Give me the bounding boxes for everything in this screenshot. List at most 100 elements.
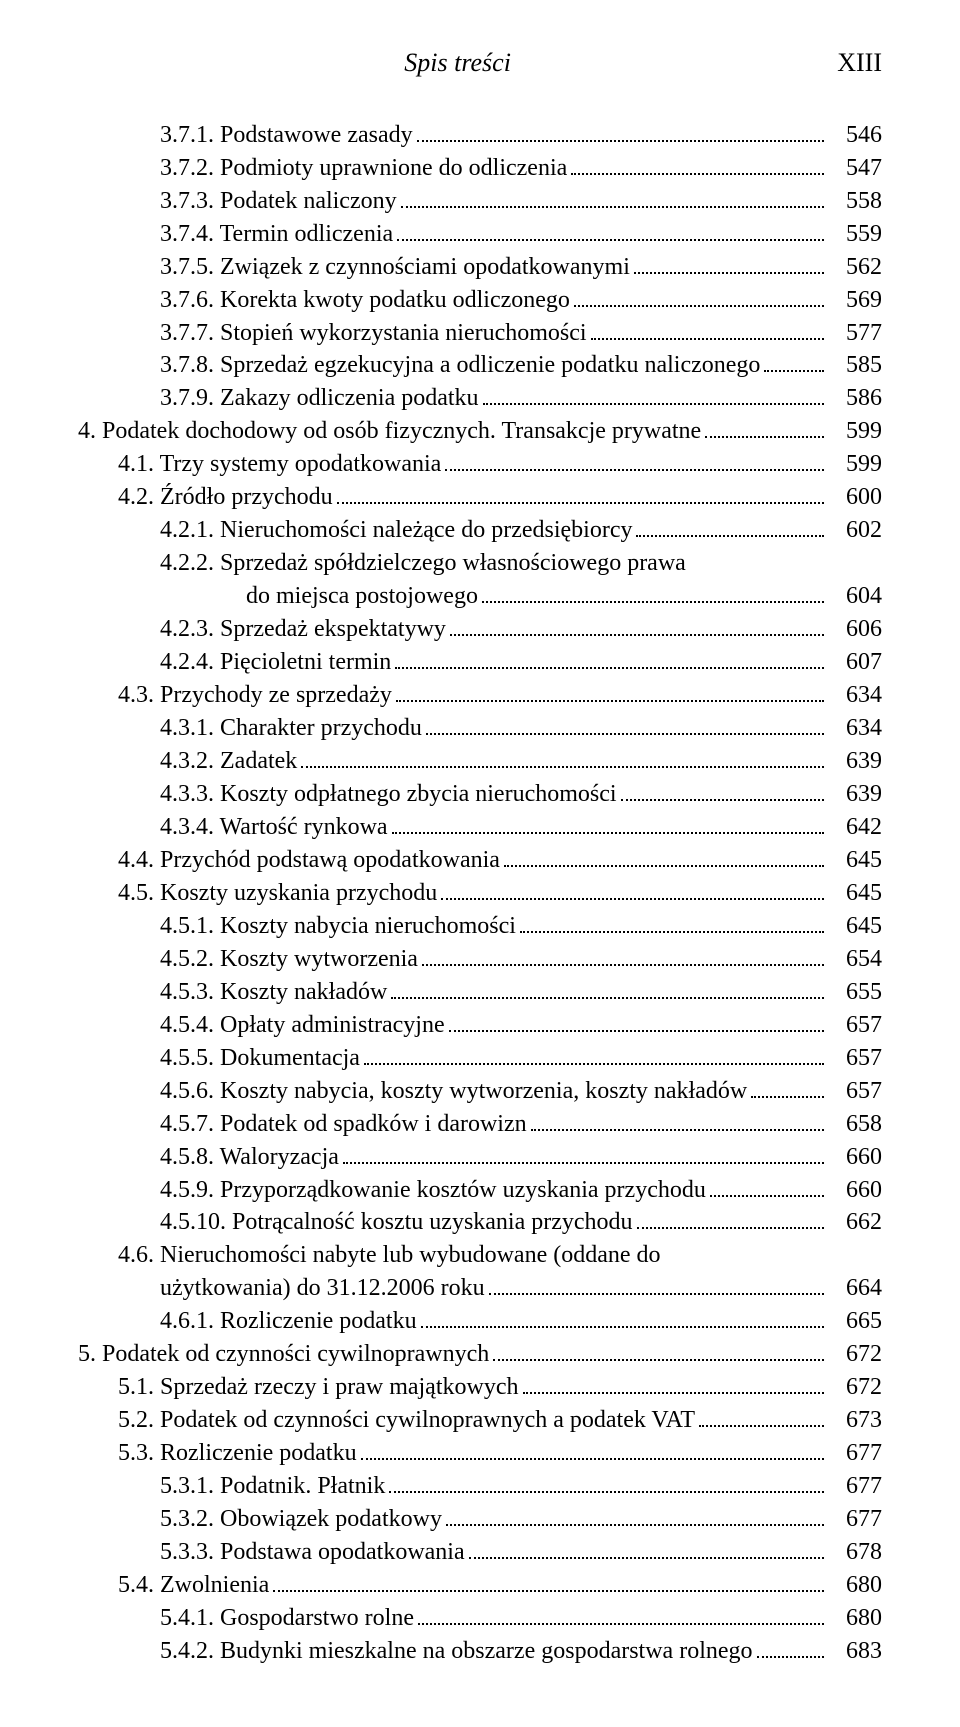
- toc-page: 683: [828, 1635, 882, 1667]
- toc-entry: 4.4. Przychód podstawą opodatkowania 645: [78, 843, 882, 876]
- toc-page: 607: [828, 646, 882, 678]
- toc-page: 660: [828, 1141, 882, 1173]
- toc-label: 5.3.2. Obowiązek podatkowy: [160, 1503, 442, 1535]
- dot-leader: [489, 1271, 824, 1295]
- dot-leader: [422, 942, 824, 966]
- dot-leader: [449, 1008, 824, 1032]
- toc-label: 4.6. Nieruchomości nabyte lub wybudowane…: [118, 1239, 661, 1271]
- toc-label: 3.7.9. Zakazy odliczenia podatku: [160, 382, 479, 414]
- toc-label: 4.2.4. Pięcioletni termin: [160, 646, 391, 678]
- toc-entry: 4.5.1. Koszty nabycia nieruchomości645: [78, 909, 882, 942]
- toc-label: 3.7.5. Związek z czynnościami opodatkowa…: [160, 251, 630, 283]
- toc-page: 672: [828, 1371, 882, 1403]
- toc-label: 4.5.6. Koszty nabycia, koszty wytworzeni…: [160, 1075, 747, 1107]
- toc-page: 634: [828, 679, 882, 711]
- toc-page: 673: [828, 1404, 882, 1436]
- toc-entry: 4.3.3. Koszty odpłatnego zbycia nierucho…: [78, 777, 882, 810]
- toc-page: 604: [828, 580, 882, 612]
- dot-leader: [421, 1304, 824, 1328]
- header-title: Spis treści: [78, 48, 837, 78]
- toc-page: 634: [828, 712, 882, 744]
- toc-page: 677: [828, 1503, 882, 1535]
- toc-label: 4. Podatek dochodowy od osób fizycznych.…: [78, 415, 701, 447]
- toc-entry: 5.2. Podatek od czynności cywilnoprawnyc…: [78, 1403, 882, 1436]
- toc-label: 4.6.1. Rozliczenie podatku: [160, 1305, 417, 1337]
- toc-entry: 4.2.1. Nieruchomości należące do przedsi…: [78, 514, 882, 547]
- dot-leader: [401, 184, 824, 208]
- toc-label: 5. Podatek od czynności cywilnoprawnych: [78, 1338, 489, 1370]
- toc-page: 599: [828, 415, 882, 447]
- toc-page: 577: [828, 317, 882, 349]
- dot-leader: [699, 1403, 824, 1427]
- dot-leader: [591, 316, 824, 340]
- table-of-contents: 3.7.1. Podstawowe zasady5463.7.2. Podmio…: [78, 118, 882, 1667]
- toc-label: 5.1. Sprzedaż rzeczy i praw majątkowych: [118, 1371, 519, 1403]
- toc-page: 678: [828, 1536, 882, 1568]
- dot-leader: [504, 843, 824, 867]
- toc-label: do miejsca postojowego: [246, 580, 478, 612]
- dot-leader: [450, 612, 824, 636]
- dot-leader: [751, 1074, 824, 1098]
- toc-page: 585: [828, 349, 882, 381]
- dot-leader: [636, 514, 824, 538]
- toc-entry: 5.4.1. Gospodarstwo rolne680: [78, 1601, 882, 1634]
- toc-label: 4.5.2. Koszty wytworzenia: [160, 943, 418, 975]
- toc-label: 5.3.3. Podstawa opodatkowania: [160, 1536, 465, 1568]
- toc-page: 660: [828, 1174, 882, 1206]
- dot-leader: [389, 1469, 824, 1493]
- dot-leader: [710, 1173, 824, 1197]
- toc-label: 3.7.7. Stopień wykorzystania nieruchomoś…: [160, 317, 587, 349]
- toc-entry: 3.7.5. Związek z czynnościami opodatkowa…: [78, 250, 882, 283]
- toc-label: 4.3.1. Charakter przychodu: [160, 712, 422, 744]
- toc-label: 4.5.7. Podatek od spadków i darowizn: [160, 1108, 527, 1140]
- toc-entry: 3.7.3. Podatek naliczony558: [78, 184, 882, 217]
- toc-page: 599: [828, 448, 882, 480]
- toc-entry: 5.3.2. Obowiązek podatkowy 677: [78, 1502, 882, 1535]
- toc-label: 4.5.3. Koszty nakładów: [160, 976, 387, 1008]
- dot-leader: [520, 909, 824, 933]
- dot-leader: [764, 349, 824, 373]
- toc-label: 3.7.4. Termin odliczenia: [160, 218, 393, 250]
- toc-label: 4.5.5. Dokumentacja: [160, 1042, 360, 1074]
- toc-page: 680: [828, 1569, 882, 1601]
- toc-page: 654: [828, 943, 882, 975]
- toc-label: 4.4. Przychód podstawą opodatkowania: [118, 844, 500, 876]
- dot-leader: [621, 777, 824, 801]
- toc-entry: 4.3. Przychody ze sprzedaży634: [78, 678, 882, 711]
- toc-label: 3.7.6. Korekta kwoty podatku odliczonego: [160, 284, 570, 316]
- toc-page: 677: [828, 1437, 882, 1469]
- toc-entry: 5.3.3. Podstawa opodatkowania 678: [78, 1535, 882, 1568]
- toc-entry: 4.3.1. Charakter przychodu 634: [78, 711, 882, 744]
- dot-leader: [361, 1436, 824, 1460]
- toc-page: 586: [828, 382, 882, 414]
- toc-entry: 3.7.4. Termin odliczenia559: [78, 217, 882, 250]
- dot-leader: [418, 1601, 824, 1625]
- dot-leader: [523, 1370, 825, 1394]
- toc-page: 642: [828, 811, 882, 843]
- toc-label: 3.7.2. Podmioty uprawnione do odliczenia: [160, 152, 567, 184]
- toc-label: 4.5. Koszty uzyskania przychodu: [118, 877, 437, 909]
- toc-label: 4.3.3. Koszty odpłatnego zbycia nierucho…: [160, 778, 617, 810]
- dot-leader: [397, 217, 824, 241]
- toc-entry: 4.5.9. Przyporządkowanie kosztów uzyskan…: [78, 1173, 882, 1206]
- toc-label: 4.5.9. Przyporządkowanie kosztów uzyskan…: [160, 1174, 706, 1206]
- toc-entry: użytkowania) do 31.12.2006 roku 664: [78, 1271, 882, 1304]
- dot-leader: [337, 481, 824, 505]
- toc-entry: 4.5.4. Opłaty administracyjne657: [78, 1008, 882, 1041]
- toc-entry: 3.7.9. Zakazy odliczenia podatku 586: [78, 382, 882, 415]
- dot-leader: [757, 1634, 824, 1658]
- dot-leader: [483, 382, 824, 406]
- dot-leader: [574, 283, 824, 307]
- toc-entry: 4.6.1. Rozliczenie podatku665: [78, 1304, 882, 1337]
- toc-label: 4.3.2. Zadatek: [160, 745, 297, 777]
- dot-leader: [571, 151, 824, 175]
- toc-label: 3.7.8. Sprzedaż egzekucyjna a odliczenie…: [160, 349, 760, 381]
- toc-page: 664: [828, 1272, 882, 1304]
- dot-leader: [493, 1337, 824, 1361]
- toc-label: 4.5.1. Koszty nabycia nieruchomości: [160, 910, 516, 942]
- toc-label: 5.2. Podatek od czynności cywilnoprawnyc…: [118, 1404, 695, 1436]
- toc-page: 558: [828, 185, 882, 217]
- toc-page: 645: [828, 844, 882, 876]
- dot-leader: [343, 1140, 824, 1164]
- toc-label: użytkowania) do 31.12.2006 roku: [160, 1272, 485, 1304]
